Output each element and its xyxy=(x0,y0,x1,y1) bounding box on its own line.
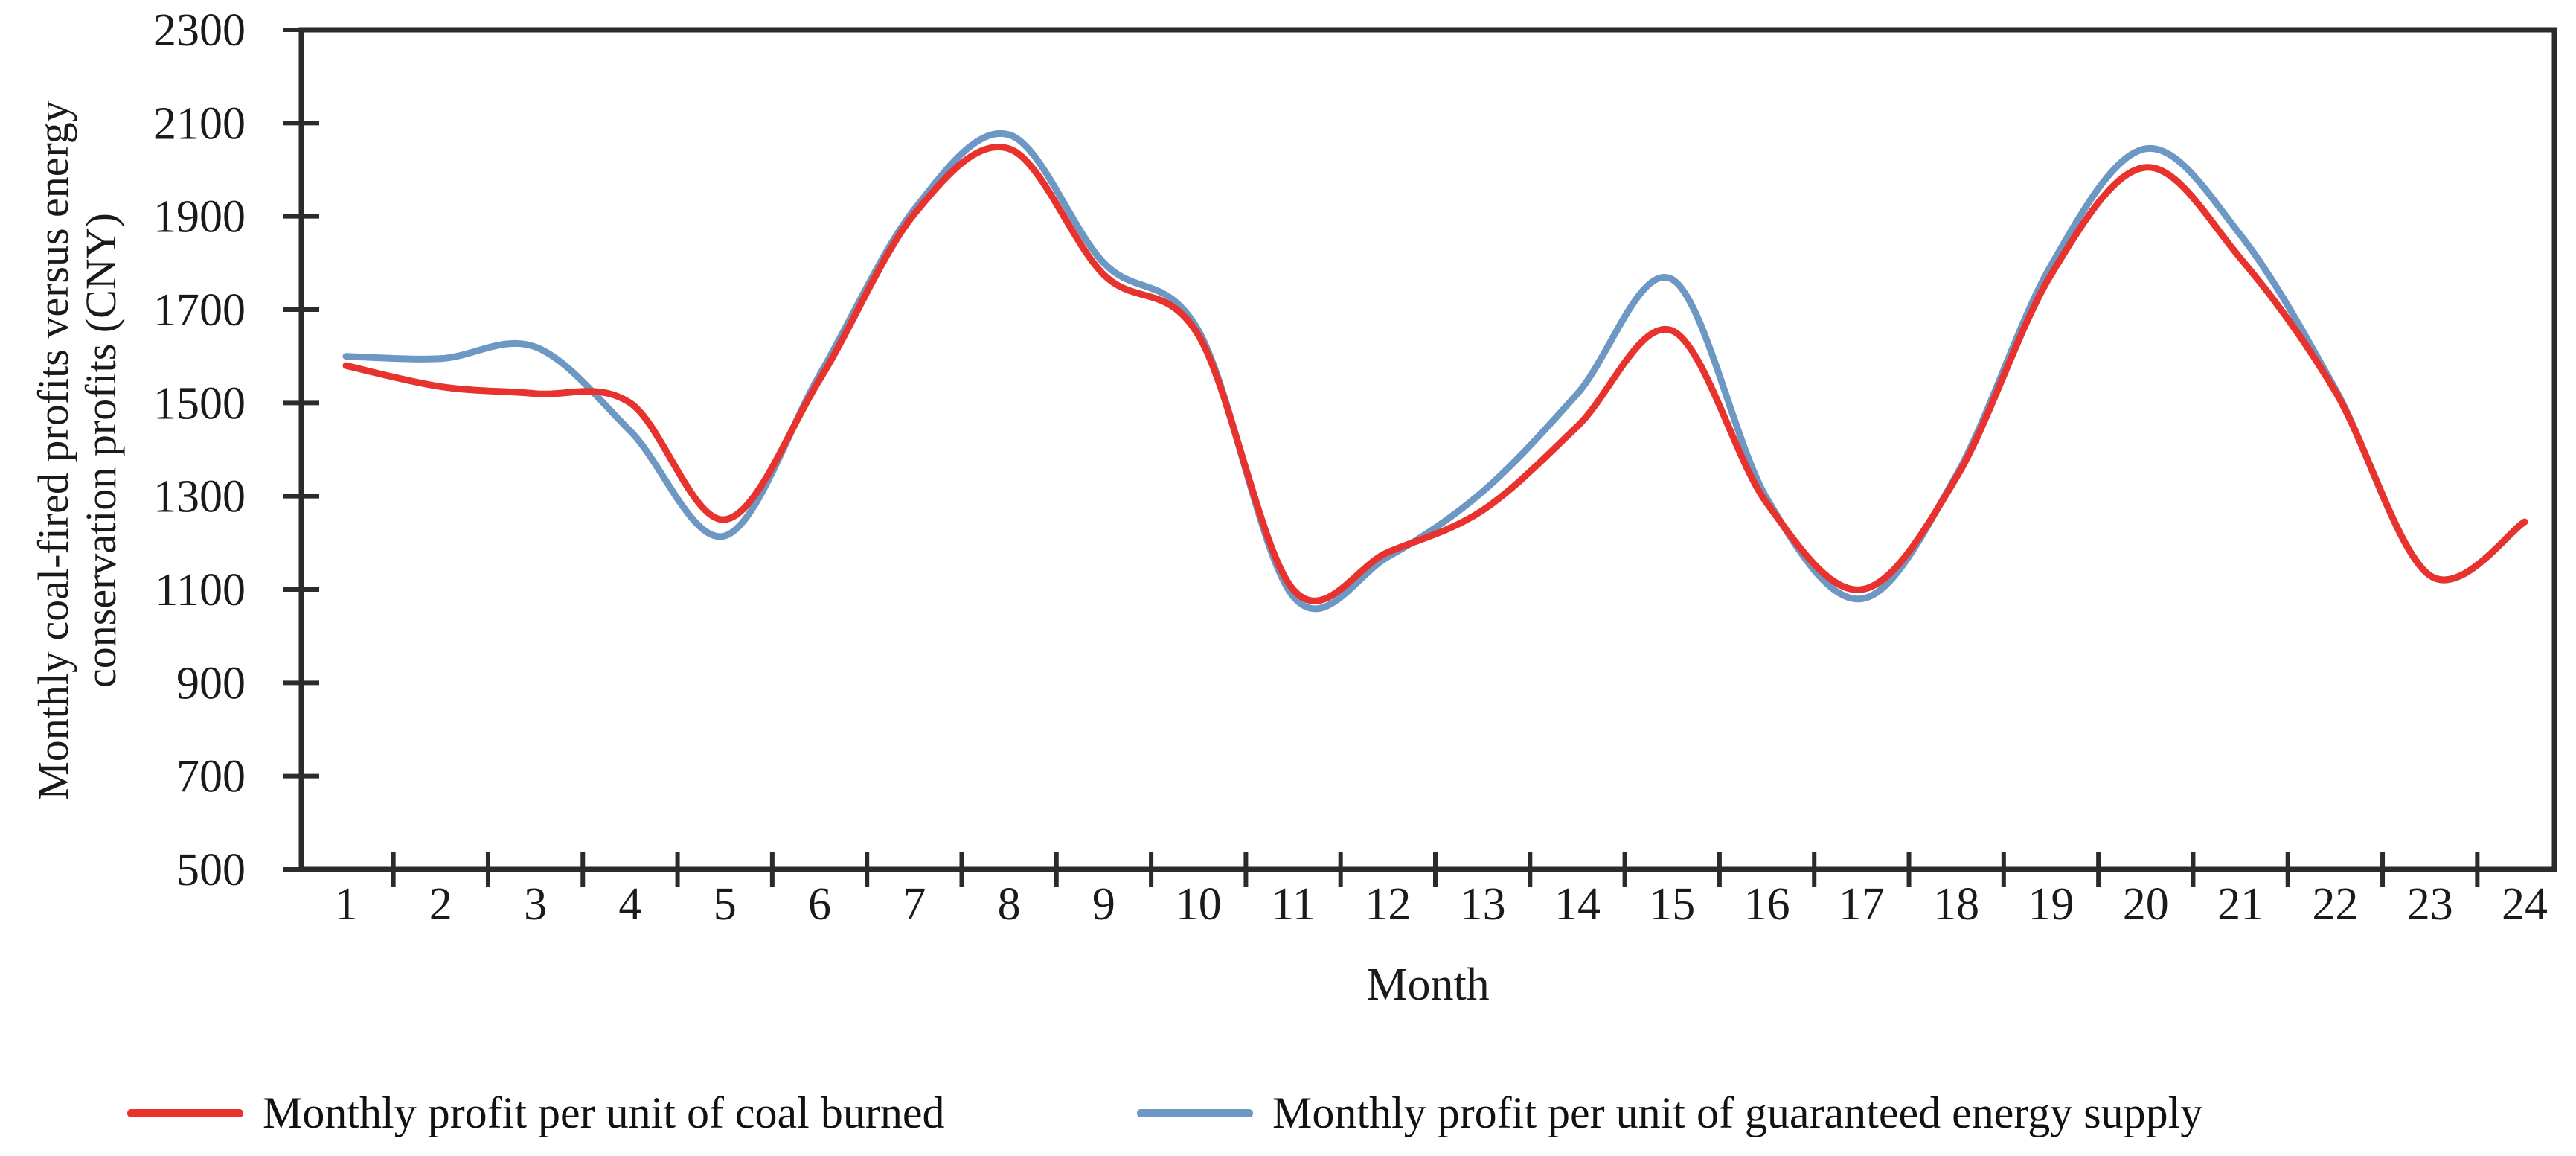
y-axis-tick-label: 700 xyxy=(176,752,246,802)
y-axis-tick-label: 1100 xyxy=(155,565,246,616)
x-axis-tick-label: 9 xyxy=(1092,879,1115,930)
x-axis-tick-label: 11 xyxy=(1271,879,1316,930)
x-axis-tick-label: 12 xyxy=(1365,879,1411,930)
x-axis-tick-label: 7 xyxy=(903,879,926,930)
x-axis-tick-label: 20 xyxy=(2123,879,2169,930)
x-axis-tick-label: 23 xyxy=(2407,879,2453,930)
x-axis-tick-label: 17 xyxy=(1839,879,1885,930)
x-axis-tick-label: 19 xyxy=(2028,879,2074,930)
x-axis-tick-label: 4 xyxy=(618,879,641,930)
x-axis-tick-label: 18 xyxy=(1933,879,1979,930)
y-axis-tick-label: 1700 xyxy=(153,285,246,336)
legend-label-energy-supply: Monthly profit per unit of guaranteed en… xyxy=(1272,1088,2203,1137)
x-axis-tick-label: 2 xyxy=(429,879,452,930)
legend-item-coal-burned: Monthly profit per unit of coal burned xyxy=(127,1083,944,1143)
series-line-energy-supply xyxy=(342,130,2528,613)
chart-legend: Monthly profit per unit of coal burned M… xyxy=(0,1083,2576,1150)
x-axis-tick-label: 14 xyxy=(1554,879,1601,930)
legend-line-blue-icon xyxy=(1137,1108,1253,1117)
x-axis-tick-label: 24 xyxy=(2502,879,2548,930)
series-line-coal-burned xyxy=(342,144,2528,604)
y-axis-tick-label: 2100 xyxy=(153,98,246,149)
x-axis-tick-label: 5 xyxy=(714,879,737,930)
y-axis-tick-label: 900 xyxy=(176,658,246,709)
x-axis-tick-label: 3 xyxy=(524,879,547,930)
x-axis-tick-label: 13 xyxy=(1460,879,1506,930)
legend-label-coal-burned: Monthly profit per unit of coal burned xyxy=(263,1088,945,1137)
x-axis-tick-label: 21 xyxy=(2217,879,2263,930)
y-axis-tick-label: 500 xyxy=(176,845,246,895)
legend-item-energy-supply: Monthly profit per unit of guaranteed en… xyxy=(1137,1083,2202,1143)
y-axis-tick-label: 2300 xyxy=(153,5,246,56)
y-axis-title-line1: Monthly coal-fired profits versus energy xyxy=(29,100,77,800)
x-axis-tick-label: 6 xyxy=(808,879,831,930)
x-axis-tick-label: 1 xyxy=(335,879,358,930)
y-axis-tick-label: 1300 xyxy=(153,472,246,523)
plot-border xyxy=(298,27,2557,872)
x-axis-tick-label: 22 xyxy=(2312,879,2358,930)
x-axis-tick-label: 10 xyxy=(1176,879,1222,930)
y-axis-tick-label: 1900 xyxy=(153,192,246,243)
y-axis-title-line2: conservation profits (CNY) xyxy=(77,213,125,688)
x-axis-tick-label: 8 xyxy=(998,879,1021,930)
x-axis-tick-label: 16 xyxy=(1744,879,1790,930)
x-axis-title: Month xyxy=(1366,959,1490,1010)
legend-line-red-icon xyxy=(127,1108,243,1117)
y-axis-tick-label: 1500 xyxy=(153,378,246,429)
x-axis-tick-label: 15 xyxy=(1649,879,1695,930)
y-axis-title: Monthly coal-fired profits versus energy… xyxy=(29,30,128,871)
